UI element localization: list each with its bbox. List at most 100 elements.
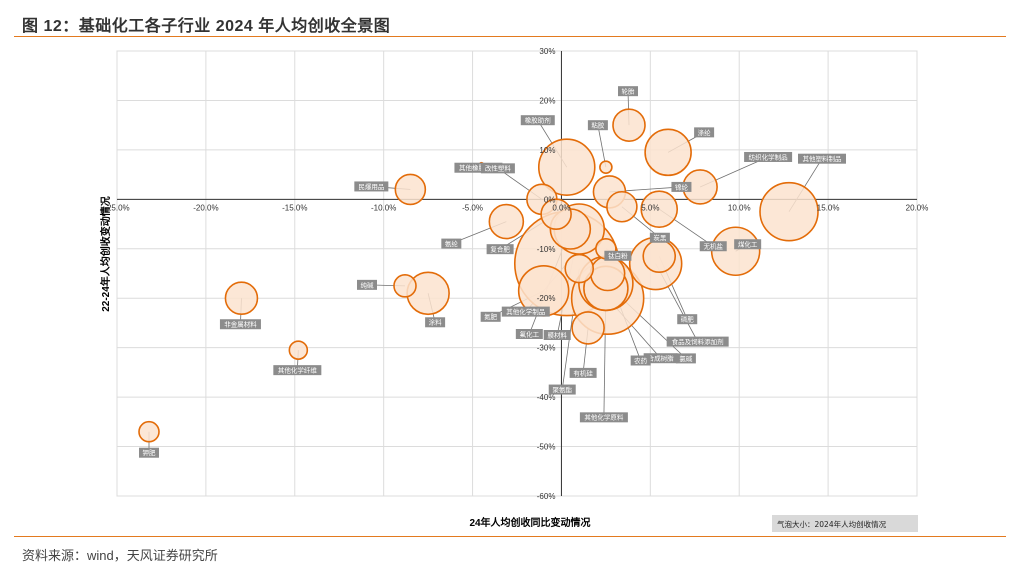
- point-label: 民爆用品: [358, 182, 384, 191]
- point-label-box: [501, 306, 550, 317]
- point-label: 非金属材料: [224, 320, 257, 329]
- x-tick-label: 20.0%: [906, 203, 929, 212]
- point-label: 纯碱: [361, 280, 375, 289]
- bottom-rule: [14, 536, 1006, 537]
- point-label: 农药: [634, 356, 648, 365]
- point-label: 纺织化学制品: [749, 152, 788, 161]
- point-label-box: [480, 163, 515, 174]
- point-label: 磷肥: [681, 315, 695, 324]
- figure-title: 图 12：基础化工各子行业 2024 年人均创收全景图: [22, 18, 391, 35]
- point-label: 氟化工: [520, 329, 540, 338]
- point-label-box: [515, 329, 543, 339]
- point-label-box: [441, 238, 462, 249]
- bubble-其他化学纤维: [288, 340, 309, 360]
- point-label: 氨纶: [445, 239, 459, 248]
- point-label: 橡胶助剂: [525, 116, 551, 125]
- point-label-box: [139, 447, 159, 458]
- y-tick-label: 30%: [539, 47, 555, 56]
- bubble-轮胎: [612, 108, 646, 142]
- point-label: 其他化学制品: [506, 307, 545, 316]
- bubble-涤纶: [644, 128, 692, 177]
- point-label: 轮胎: [622, 87, 636, 96]
- bubble-非金属材料: [224, 281, 259, 316]
- top-rule: [14, 36, 1006, 37]
- point-label: 炭黑: [653, 234, 667, 242]
- point-label-box: [671, 181, 692, 192]
- point-label-box: [694, 127, 715, 138]
- bubbles: [138, 108, 819, 443]
- point-label-box: [219, 319, 261, 330]
- point-label: 无机盐: [703, 242, 723, 251]
- point-label-box: [675, 353, 696, 364]
- point-label: 食品及饲料添加剂: [672, 337, 724, 346]
- leader-line: [597, 125, 607, 168]
- point-label-box: [649, 232, 670, 243]
- point-label-box: [699, 241, 727, 252]
- point-label-box: [587, 120, 608, 131]
- y-tick-label: -60%: [537, 492, 556, 501]
- point-label-box: [744, 151, 793, 162]
- x-tick-label: -10.0%: [371, 203, 396, 212]
- point-label: 氯碱: [679, 354, 693, 363]
- bubble-复合肥: [540, 198, 572, 230]
- point-label-box: [357, 279, 377, 290]
- point-label-box: [604, 250, 632, 261]
- x-axis-label: 24年人均创收同比变动情况: [469, 516, 590, 529]
- bubble-纯碱: [393, 274, 417, 298]
- point-label: 涤纶: [698, 128, 712, 137]
- point-label-box: [618, 86, 638, 97]
- y-tick-label: -10%: [537, 245, 556, 254]
- y-tick-label: -40%: [537, 393, 556, 402]
- bubble-聚氨酯: [564, 253, 595, 284]
- bubble-橡胶助剂: [537, 138, 596, 196]
- y-tick-label: -30%: [537, 344, 556, 353]
- y-tick-label: -50%: [537, 443, 556, 452]
- point-label: 复合肥: [490, 245, 510, 254]
- x-tick-label: -15.0%: [282, 203, 307, 212]
- point-label-box: [548, 384, 576, 395]
- tick-labels: -25.0% -20.0% -15.0% -10.0% -5.0% 0.0% 5.0% 10.…: [104, 47, 928, 501]
- point-label-box: [630, 355, 651, 366]
- point-label-box: [798, 153, 846, 164]
- point-label-box: [666, 336, 729, 347]
- point-label-box: [354, 181, 389, 192]
- point-label: 膜材料: [547, 330, 567, 339]
- point-label: 改性塑料: [485, 164, 512, 173]
- point-label: 钾肥: [143, 448, 157, 457]
- bubble-磷肥: [642, 239, 677, 273]
- point-label: 其他化学原料: [584, 413, 624, 422]
- point-label: 有机硅: [573, 368, 593, 377]
- y-tick-label: 0%: [544, 195, 556, 204]
- point-label: 聚氨酯: [552, 385, 572, 394]
- x-tick-label: 5.0%: [641, 203, 659, 212]
- point-label-box: [677, 314, 698, 325]
- point-label: 氮肥: [484, 312, 498, 321]
- y-tick-label: 10%: [539, 146, 555, 155]
- bubble-粘胶: [599, 160, 613, 174]
- x-tick-label: -25.0%: [104, 203, 129, 212]
- x-tick-label: -20.0%: [193, 203, 218, 212]
- point-label-box: [643, 353, 678, 364]
- bubble-无机盐: [640, 190, 679, 229]
- source-note: 资料来源：wind，天风证券研究所: [22, 548, 218, 563]
- point-label: 合成树脂: [648, 354, 675, 363]
- point-label-box: [520, 115, 555, 126]
- bubble-民爆用品: [394, 173, 427, 206]
- point-label: 钛白粉: [608, 251, 628, 260]
- point-label-box: [480, 311, 501, 322]
- bubble-钾肥: [138, 420, 160, 443]
- point-label-box: [454, 162, 503, 173]
- point-label: 粘胶: [591, 121, 605, 130]
- point-label-box: [486, 244, 514, 255]
- y-axis-label: 22-24年人均创收变动情况: [99, 196, 112, 312]
- point-label-box: [543, 330, 571, 340]
- x-tick-label: -5.0%: [462, 203, 483, 212]
- bubble-炭黑: [606, 190, 638, 223]
- point-label-box: [734, 239, 762, 250]
- y-tick-label: -20%: [537, 294, 556, 303]
- point-label-box: [569, 367, 597, 378]
- point-label-box: [579, 412, 628, 423]
- bubble-农药: [589, 255, 626, 292]
